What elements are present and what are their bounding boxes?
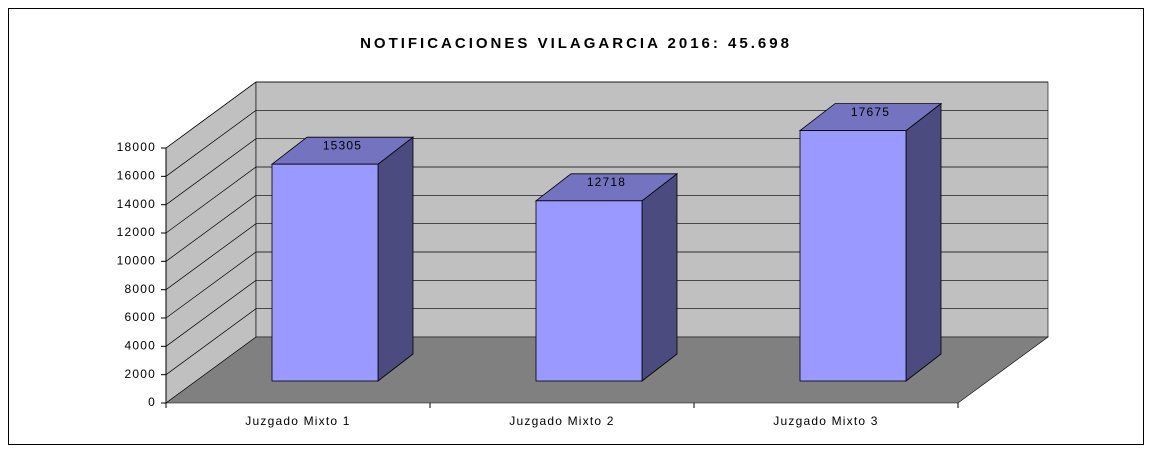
y-tick-label: 16000 [117,169,156,183]
y-tick-label: 18000 [117,140,156,154]
chart-title: NOTIFICACIONES VILAGARCIA 2016: 45.698 [360,35,792,52]
bar-side [377,136,414,382]
value-label: 12718 [587,175,626,189]
x-tick-label: Juzgado Mixto 1 [245,414,350,428]
y-tick-label: 12000 [117,225,156,239]
bar [535,200,643,382]
bar [271,163,379,382]
y-tick-label: 6000 [125,310,157,324]
y-tick-label: 4000 [125,339,157,353]
grid-line [165,166,1048,234]
y-tick-label: 8000 [125,282,157,296]
grid-line [165,138,1048,205]
value-label: 15305 [323,138,362,152]
grid-line [165,109,1048,177]
grid [161,81,1048,408]
grid-line [165,81,1048,149]
bars [270,102,943,382]
y-tick-label: 0 [148,395,156,409]
grid-line [165,279,1048,347]
y-tick-label: 2000 [125,367,157,381]
x-tick-label: Juzgado Mixto 2 [509,414,614,428]
x-tick-label: Juzgado Mixto 3 [773,414,878,428]
grid-line [165,308,1048,375]
bar [799,130,907,382]
y-tick-label: 10000 [117,254,156,268]
bar-side [641,173,678,382]
grid-line [165,223,1048,290]
grid-line [165,194,1048,262]
bar-side [905,102,942,382]
grid-line [165,251,1048,319]
value-label: 17675 [851,105,890,119]
y-tick-label: 14000 [117,197,156,211]
